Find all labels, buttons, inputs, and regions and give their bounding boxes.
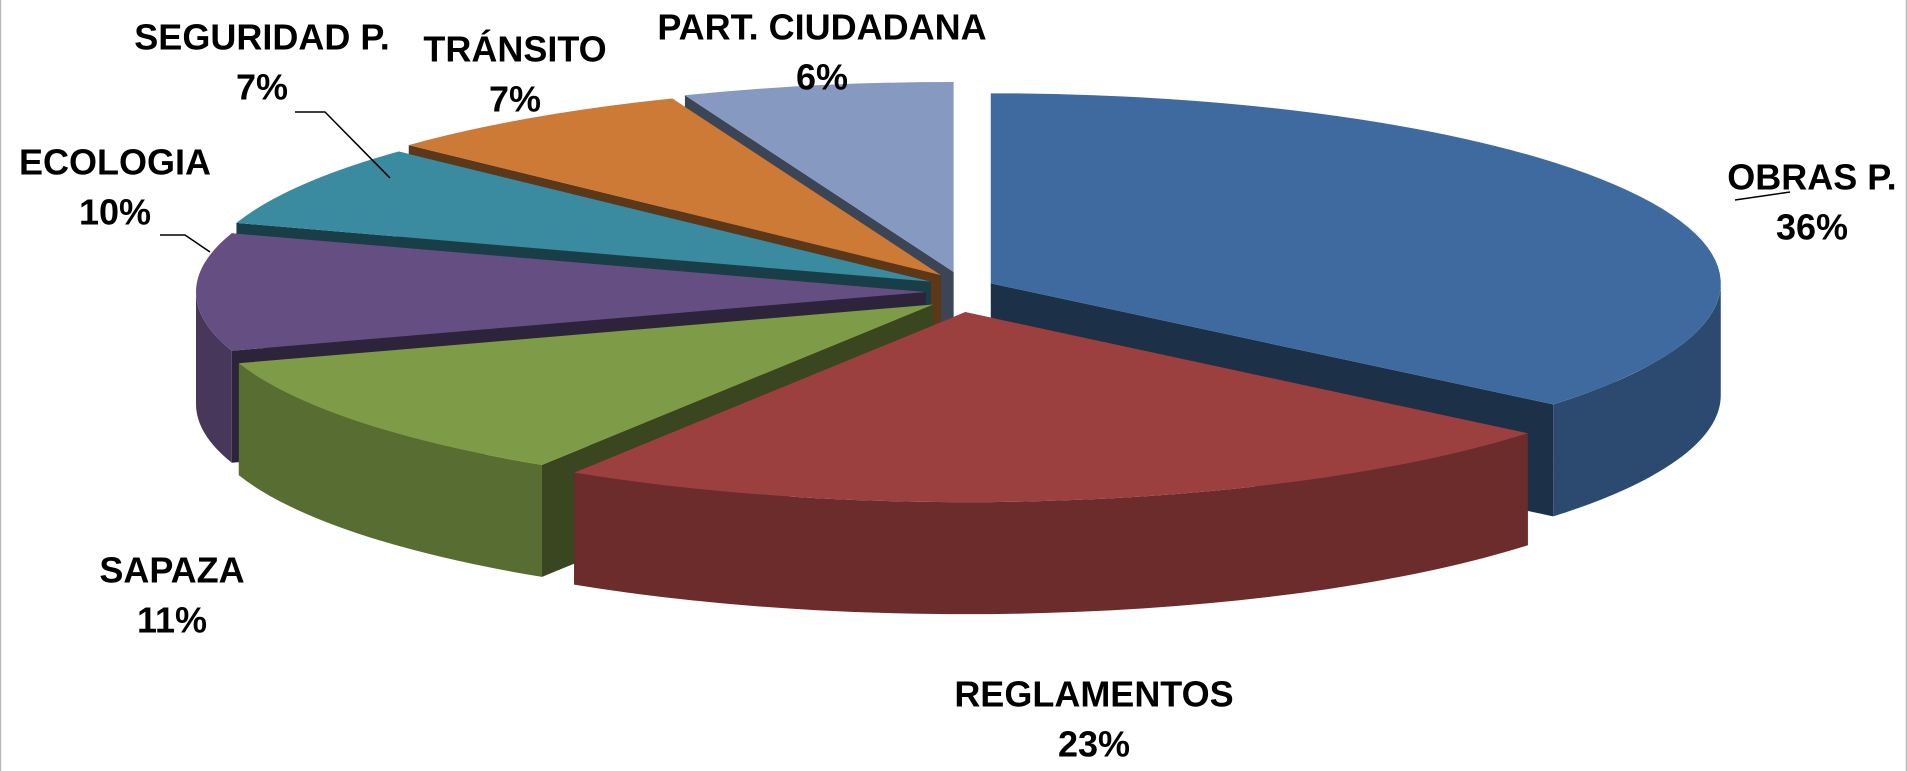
- leader-line: [295, 111, 391, 179]
- category-label: REGLAMENTOS: [954, 674, 1233, 715]
- category-label: SEGURIDAD P.: [134, 17, 389, 58]
- value-label: 6%: [796, 57, 848, 98]
- value-label: 7%: [489, 79, 541, 120]
- slice-wall: [1553, 283, 1721, 517]
- category-label: OBRAS P.: [1727, 157, 1896, 198]
- category-label: PART. CIUDADANA: [657, 7, 986, 48]
- leader-line: [160, 234, 211, 253]
- value-label: 10%: [79, 192, 151, 233]
- pie-slice: [684, 81, 954, 272]
- value-label: 23%: [1058, 724, 1130, 765]
- slice-wall: [196, 292, 232, 463]
- pie-slice: [196, 233, 926, 351]
- value-label: 11%: [137, 600, 207, 641]
- pie-slice: [408, 98, 941, 276]
- category-label: ECOLOGIA: [19, 142, 211, 183]
- pie-slice: [238, 304, 934, 465]
- data-labels: OBRAS P. 36% REGLAMENTOS 23% SAPAZA 11% ECOLOG…: [19, 7, 1897, 765]
- slice-wall: [238, 363, 542, 577]
- slice-wall: [574, 433, 1528, 615]
- category-label: TRÁNSITO: [423, 29, 606, 70]
- value-label: 7%: [236, 67, 288, 108]
- pie-slice: [574, 312, 1528, 503]
- leader-line: [1734, 191, 1791, 201]
- value-label: 36%: [1776, 207, 1848, 248]
- category-label: SAPAZA: [99, 550, 244, 591]
- pie-slice: [236, 151, 931, 282]
- pie-tops: [196, 81, 1721, 503]
- pie-slice: [990, 93, 1721, 405]
